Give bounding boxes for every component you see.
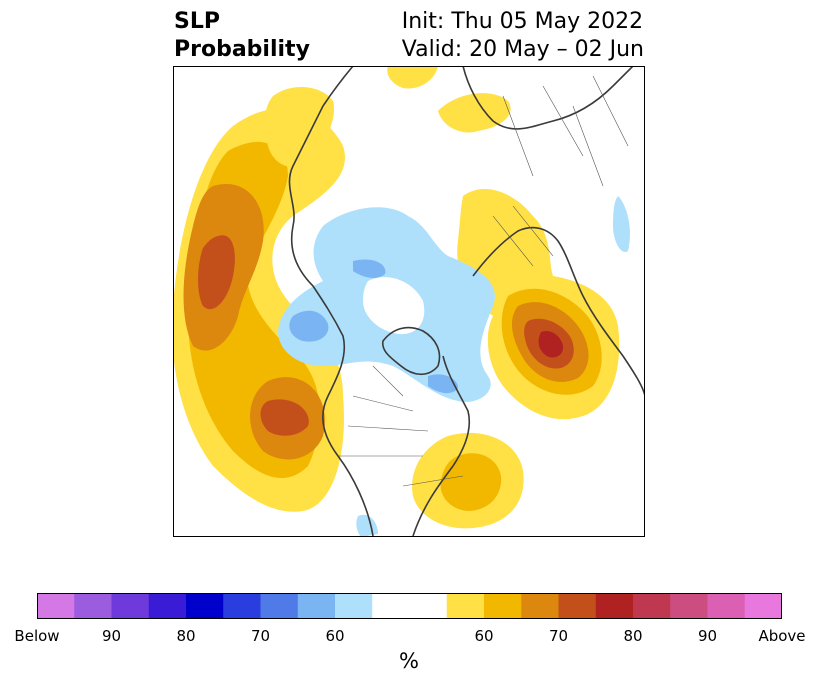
colorbar-segment	[37, 593, 75, 619]
atlantic-above-region	[412, 432, 524, 529]
europe-above-region	[457, 188, 620, 420]
colorbar-tick-label: Below	[14, 627, 60, 645]
title-subject: Probability	[174, 37, 310, 62]
colorbar-segment	[446, 593, 485, 619]
colorbar-tick-label: 70	[548, 627, 569, 645]
colorbar-segment	[335, 593, 373, 619]
colorbar	[37, 593, 782, 619]
colorbar-border	[37, 593, 782, 619]
colorbar-tick-label: 90	[697, 627, 718, 645]
valid-range: Valid: 20 May – 02 Jun	[401, 37, 644, 62]
colorbar-tick-label: 90	[101, 627, 122, 645]
colorbar-segment	[744, 593, 782, 619]
map-dates: Init: Thu 05 May 2022 Valid: 20 May – 02…	[402, 8, 644, 64]
colorbar-segment	[297, 593, 336, 619]
colorbar-segment	[595, 593, 634, 619]
colorbar-segment	[521, 593, 559, 619]
colorbar-segment	[111, 593, 150, 619]
map-title: SLP Probability	[174, 8, 310, 64]
title-variable: SLP	[174, 9, 220, 34]
colorbar-segment	[670, 593, 708, 619]
colorbar-segment	[484, 593, 522, 619]
colorbar-tick-label: 70	[250, 627, 271, 645]
arctic-below-region	[278, 207, 495, 402]
colorbar-segment	[372, 593, 448, 619]
colorbar-segment	[260, 593, 299, 619]
init-date: Init: Thu 05 May 2022	[401, 9, 644, 34]
colorbar-tick-label: 60	[474, 627, 494, 645]
colorbar-tick-label: 60	[325, 627, 345, 645]
colorbar-unit: %	[399, 649, 419, 673]
colorbar-segment	[707, 593, 746, 619]
colorbar-segment	[186, 593, 224, 619]
probability-map	[173, 66, 645, 537]
colorbar-tick-label: 80	[176, 627, 196, 645]
country-borders	[338, 75, 629, 487]
colorbar-segment	[74, 593, 112, 619]
colorbar-tick-label: Above	[758, 627, 806, 645]
continent-outlines	[288, 66, 645, 537]
colorbar-segment	[223, 593, 261, 619]
pacific-above-region	[173, 108, 345, 512]
north-atlantic-above-region	[264, 66, 511, 167]
colorbar-tick-label: 80	[623, 627, 643, 645]
colorbar-segment	[148, 593, 187, 619]
colorbar-segment	[558, 593, 597, 619]
colorbar-segment	[633, 593, 671, 619]
